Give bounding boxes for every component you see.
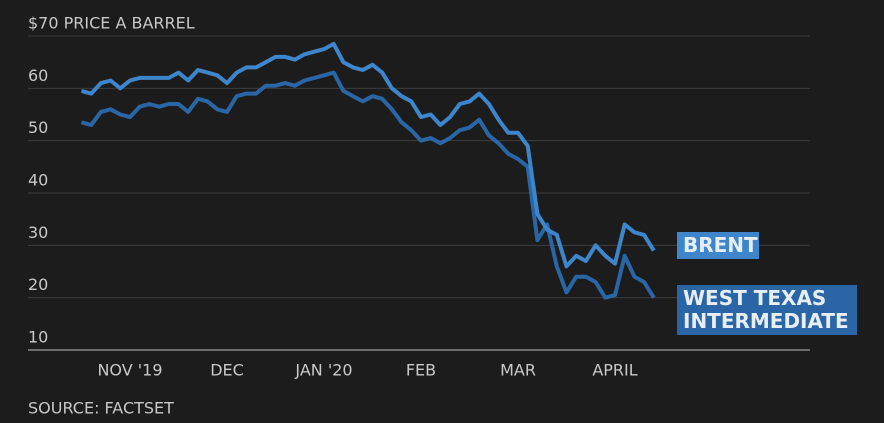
y-tick-label: 40 bbox=[28, 171, 48, 190]
y-tick-label: $70 PRICE A BARREL bbox=[28, 14, 195, 33]
y-tick-label: 30 bbox=[28, 223, 48, 242]
x-tick-label: DEC bbox=[210, 361, 244, 380]
y-tick-label: 20 bbox=[28, 275, 48, 294]
x-tick-label: NOV '19 bbox=[97, 361, 162, 380]
y-tick-label: 10 bbox=[28, 328, 48, 347]
x-tick-label: APRIL bbox=[592, 361, 637, 380]
y-tick-label: 60 bbox=[28, 66, 48, 85]
y-tick-label: 50 bbox=[28, 118, 48, 137]
series-line bbox=[80, 70, 656, 300]
legend-label: BRENT bbox=[677, 232, 759, 259]
series-line bbox=[80, 41, 656, 269]
legend-label: WEST TEXAS INTERMEDIATE bbox=[677, 285, 857, 335]
x-tick-label: FEB bbox=[406, 361, 436, 380]
source: SOURCE: FACTSET bbox=[28, 399, 174, 418]
x-tick-label: MAR bbox=[500, 361, 536, 380]
x-tick-label: JAN '20 bbox=[294, 361, 352, 380]
